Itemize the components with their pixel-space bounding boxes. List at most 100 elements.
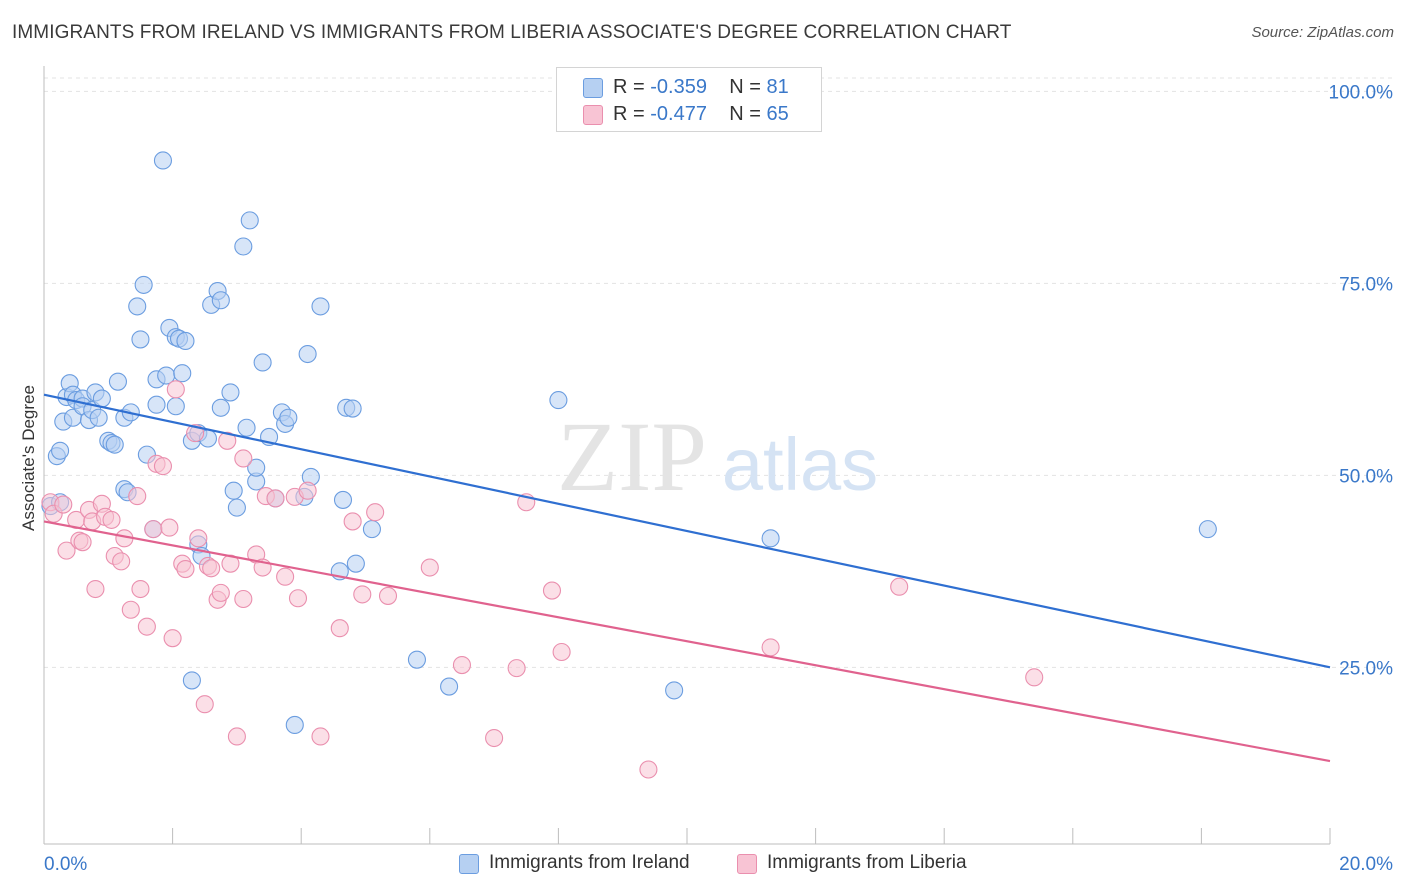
liberia-point-17 [128,487,147,506]
liberia-point-44 [276,567,295,586]
liberia-point-63 [890,577,909,596]
y-tick-label-3: 100.0% [1329,82,1394,103]
liberia-point-49 [330,619,349,638]
axes [43,66,1331,845]
ireland-point-16 [92,389,111,408]
ireland-point-67 [311,297,330,316]
liberia-point-35 [218,431,237,450]
liberia-point-29 [189,529,208,548]
x-tick-label-0: 0.0% [44,854,87,875]
liberia-point-56 [485,728,504,748]
liberia-point-61 [639,760,658,779]
liberia-point-20 [144,520,163,539]
liberia-point-52 [366,503,385,522]
liberia-point-54 [420,558,439,577]
ireland-point-48 [211,398,230,417]
ireland-point-27 [134,275,153,294]
ireland-r-value: -0.359 [650,76,707,98]
ireland-point-75 [440,677,459,696]
ireland-point-15 [89,408,108,427]
liberia-point-53 [378,586,398,605]
liberia-point-39 [234,589,253,609]
ireland-point-80 [182,671,201,690]
ireland-point-49 [221,383,240,402]
ireland-trend-line [43,393,1331,669]
ireland-point-78 [761,529,780,548]
liberia-legend-swatch-icon [737,854,757,874]
ireland-point-73 [362,520,381,539]
ireland-point-77 [665,681,684,700]
ireland-swatch-icon [583,78,603,98]
liberia-point-51 [353,585,372,604]
liberia-point-57 [507,659,526,678]
watermark-atlas: atlas [722,423,878,506]
ireland-n-label: N = [729,76,767,98]
ireland-point-2 [51,441,70,460]
ireland-point-72 [346,554,365,573]
x-tick-label-1: 20.0% [1339,854,1393,875]
liberia-point-24 [163,629,182,648]
ireland-point-52 [234,237,253,256]
liberia-point-23 [160,518,179,537]
liberia-point-16 [121,600,140,619]
ireland-n-value: 81 [766,76,789,98]
ireland-point-53 [237,418,256,437]
liberia-legend-label: Immigrants from Liberia [767,852,967,873]
ireland-point-62 [279,408,298,427]
liberia-point-25 [166,380,185,399]
liberia-r-value: -0.477 [650,103,707,125]
liberia-n-value: 65 [766,103,789,125]
liberia-point-64 [1025,668,1044,687]
ireland-point-79 [1198,520,1217,539]
liberia-point-37 [227,727,246,746]
liberia-point-18 [131,579,150,599]
ireland-point-50 [224,481,243,500]
liberia-point-46 [288,589,308,608]
liberia-point-47 [298,481,317,500]
liberia-point-19 [137,617,156,636]
y-tick-label-1: 50.0% [1339,466,1393,487]
y-axis-label: Associate's Degree [19,385,38,531]
ireland-point-51 [227,498,246,517]
liberia-n-label: N = [729,103,767,125]
series-liberia-points [41,380,1044,779]
ireland-point-38 [173,364,192,383]
trend-lines [43,393,1331,763]
liberia-point-62 [761,638,780,657]
ireland-point-20 [108,372,127,391]
ireland-legend-label: Immigrants from Ireland [489,852,690,873]
ireland-point-32 [153,151,173,170]
ireland-r-label: R = [613,76,651,98]
ireland-point-63 [285,715,304,735]
liberia-point-38 [234,449,253,468]
liberia-point-30 [195,695,214,714]
y-tick-label-0: 25.0% [1339,658,1393,679]
ireland-point-35 [166,397,185,416]
liberia-point-6 [73,533,92,552]
source-label: Source: ZipAtlas.com [1251,24,1394,41]
ireland-point-31 [147,395,166,414]
ireland-legend-swatch-icon [459,854,479,874]
liberia-point-55 [452,656,472,675]
liberia-swatch-icon [583,105,603,125]
ireland-point-25 [128,297,147,316]
liberia-point-9 [86,579,105,599]
y-tick-label-2: 75.0% [1339,274,1393,295]
liberia-point-14 [112,552,131,571]
liberia-point-60 [552,642,571,662]
ireland-point-57 [253,353,272,372]
ireland-point-47 [211,291,230,310]
ireland-point-69 [333,490,353,509]
liberia-point-32 [202,559,221,578]
grid-lines [44,77,1395,668]
ireland-point-71 [343,399,362,418]
ireland-point-74 [407,650,426,669]
liberia-point-50 [343,512,362,531]
watermark-zip: ZIP [557,401,707,512]
stats-legend: R = -0.359 N = 81 R = -0.477 N = 65 [556,67,822,132]
liberia-point-48 [311,727,330,746]
ireland-point-66 [298,344,317,364]
liberia-point-43 [266,489,285,508]
liberia-r-label: R = [613,103,651,125]
